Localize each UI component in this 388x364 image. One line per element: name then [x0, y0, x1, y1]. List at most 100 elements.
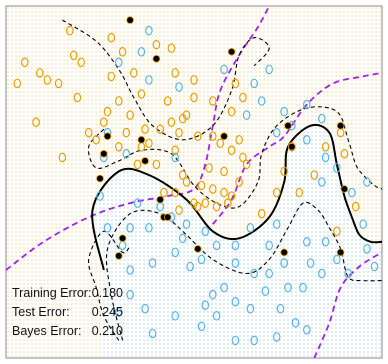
orange-class-point [235, 177, 243, 187]
orange-class-point [242, 159, 251, 170]
orange-class-point [58, 152, 67, 163]
orange-class-point [227, 191, 236, 201]
orange-class-point [209, 96, 217, 106]
blue-class-point [145, 223, 153, 233]
blue-class-point [103, 223, 112, 233]
orange-class-point [115, 96, 123, 106]
blue-class-point [317, 177, 326, 187]
orange-class-point [175, 205, 183, 215]
support-vector-point [100, 150, 108, 158]
blue-class-point [148, 328, 157, 339]
blue-class-point [201, 300, 210, 310]
svm-margin-line-2 [87, 106, 382, 209]
orange-class-point [216, 138, 225, 149]
blue-class-point [148, 258, 157, 268]
blue-class-point [265, 240, 274, 251]
blue-class-point [359, 219, 368, 229]
support-vector-point [336, 248, 345, 257]
support-vector-point [280, 248, 289, 257]
blue-class-point [126, 265, 134, 275]
support-vector-point [163, 213, 172, 222]
orange-class-point [43, 75, 52, 85]
support-vector-point [287, 143, 296, 151]
blue-class-point [133, 198, 142, 208]
blue-class-point [306, 258, 315, 268]
blue-class-point [370, 261, 379, 272]
support-vector-point [284, 121, 292, 130]
blue-class-point [141, 303, 149, 314]
orange-class-point [130, 68, 138, 78]
error-statistics: Training Error: 0.180 Test Error: 0.245 … [12, 286, 123, 338]
blue-class-point [317, 113, 326, 124]
orange-class-point [152, 39, 161, 50]
decision-boundaries [6, 6, 382, 358]
blue-class-point [280, 106, 289, 117]
support-vector-point [336, 121, 345, 130]
orange-class-point [163, 96, 172, 106]
blue-class-point [122, 149, 131, 159]
orange-class-point [201, 198, 210, 208]
blue-class-point [265, 64, 274, 75]
blue-class-point [246, 223, 255, 233]
blue-class-point [209, 289, 217, 300]
orange-class-point [175, 127, 183, 138]
support-vector-point [141, 157, 149, 165]
orange-class-point [156, 124, 165, 134]
blue-class-point [126, 289, 134, 300]
orange-class-point [190, 92, 198, 103]
blue-class-point [220, 64, 228, 75]
blue-class-point [246, 303, 255, 314]
blue-class-point [231, 240, 240, 251]
support-vector-point [96, 174, 104, 183]
blue-class-point [220, 282, 228, 293]
orange-class-point [13, 78, 22, 89]
blue-class-point [137, 46, 146, 57]
orange-class-point [333, 226, 341, 237]
blue-class-point [302, 99, 311, 110]
blue-class-point [197, 321, 206, 332]
orange-class-point [122, 127, 131, 138]
orange-class-point [20, 57, 29, 68]
orange-class-point [84, 127, 93, 138]
orange-class-point [224, 198, 232, 208]
orange-class-point [194, 131, 202, 141]
orange-class-point [167, 117, 176, 127]
blue-class-point [242, 110, 251, 120]
blue-class-point [171, 152, 180, 163]
blue-class-point [280, 258, 289, 268]
blue-class-point [302, 237, 311, 247]
orange-class-point [182, 110, 191, 120]
support-vector-point [194, 245, 202, 253]
orange-class-point [126, 110, 134, 120]
orange-class-point [190, 75, 198, 85]
orange-class-point [340, 149, 349, 159]
blue-class-point [250, 335, 259, 346]
blue-class-point [272, 219, 281, 229]
blue-class-point [317, 268, 326, 279]
orange-class-point [160, 187, 168, 198]
data-points [13, 16, 379, 346]
support-vector-point [156, 195, 165, 204]
orange-class-point [103, 106, 112, 117]
training-error-label: Training Error: [12, 286, 91, 300]
support-vector-point [137, 136, 146, 144]
support-vector-point [227, 47, 236, 56]
orange-class-point [239, 152, 247, 163]
orange-class-point [197, 180, 206, 191]
support-vector-point [340, 185, 349, 193]
bayes-error-value: 0.210 [92, 324, 123, 338]
blue-class-point [302, 135, 311, 145]
orange-class-point [35, 68, 44, 78]
orange-class-point [257, 208, 266, 219]
orange-class-point [118, 46, 127, 57]
blue-class-point [182, 219, 191, 229]
orange-class-point [205, 163, 213, 173]
orange-class-point [171, 145, 180, 156]
blue-class-point [302, 324, 311, 335]
orange-class-point [66, 25, 74, 36]
blue-class-point [363, 177, 371, 187]
blue-class-point [291, 317, 300, 328]
orange-class-point [145, 138, 153, 149]
orange-class-point [212, 201, 221, 212]
